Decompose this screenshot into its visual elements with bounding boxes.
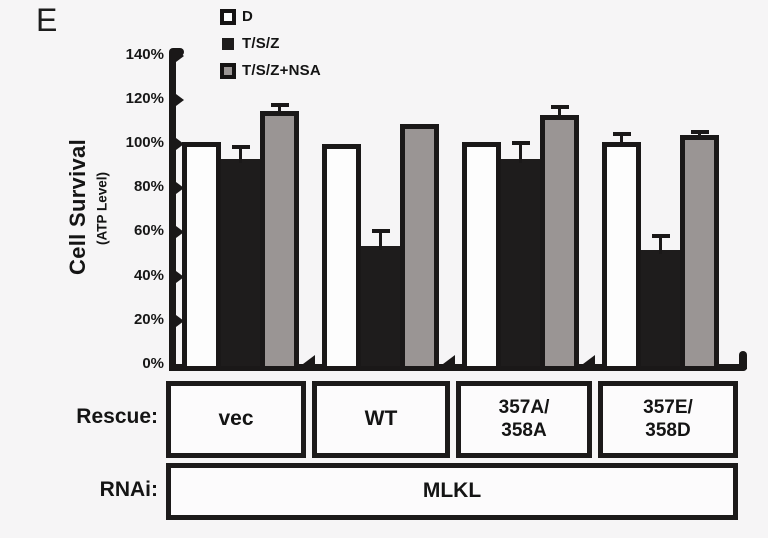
- rnai-row-label: RNAi:: [99, 478, 158, 501]
- y-tick-mark-100: [176, 138, 184, 150]
- rescue-cell-text-line1: 357A/: [498, 397, 550, 419]
- y-tick-label-120: 120%: [125, 89, 164, 107]
- error-bar-cap-d-357e-358d: [612, 131, 631, 136]
- bar-d-357e-358d: [602, 141, 641, 366]
- bar-t-s-z-nsa-wt: [400, 124, 439, 366]
- y-tick-label-40: 40%: [133, 266, 164, 284]
- legend-label: D: [242, 8, 254, 25]
- bar-t-s-z-vec: [221, 159, 260, 366]
- error-bar-stem-t-s-z-vec: [239, 146, 242, 164]
- x-axis-end-hook: [739, 351, 747, 369]
- bar-t-s-z-wt: [361, 245, 400, 366]
- error-bar-stem-t-s-z-357a-358a: [519, 141, 522, 164]
- chart-legend: D T/S/Z T/S/Z+NSA: [220, 3, 321, 84]
- bar-t-s-z-nsa-vec: [260, 110, 299, 366]
- bar-d-357a-358a: [462, 141, 501, 366]
- y-tick-label-140: 140%: [125, 45, 164, 63]
- error-bar-cap-t-s-z-nsa-357a-358a: [550, 105, 569, 110]
- error-bar-stem-t-s-z-nsa-vec: [278, 104, 281, 115]
- bar-t-s-z-nsa-357e-358d: [680, 135, 719, 366]
- x-axis-group-notch-1: [303, 355, 315, 364]
- bar-t-s-z-357e-358d: [641, 250, 680, 366]
- y-tick-label-100: 100%: [125, 134, 164, 151]
- legend-marker-open-square-icon: [220, 8, 236, 25]
- y-axis-line: [169, 50, 176, 371]
- y-tick-mark-140: [176, 49, 184, 62]
- x-axis-group-notch-3: [583, 355, 595, 364]
- rnai-cell-mlkl: MLKL: [166, 463, 738, 520]
- legend-item-tsz-nsa: T/S/Z+NSA: [220, 57, 321, 84]
- rescue-row-label: Rescue:: [76, 405, 158, 428]
- bar-d-wt: [322, 144, 361, 366]
- y-tick-mark-20: [176, 314, 184, 327]
- rescue-cell-357e-358d: 357E/ 358D: [598, 381, 738, 458]
- bar-t-s-z-nsa-357a-358a: [540, 115, 579, 366]
- panel-label: E: [36, 2, 58, 38]
- y-tick-label-20: 20%: [133, 310, 164, 328]
- rnai-cell-text: MLKL: [422, 479, 482, 503]
- error-bar-stem-t-s-z-nsa-357e-358d: [698, 130, 701, 140]
- error-bar-cap-t-s-z-357e-358d: [651, 233, 670, 238]
- error-bar-cap-t-s-z-nsa-357e-358d: [690, 129, 709, 134]
- y-tick-mark-60: [176, 226, 184, 239]
- rescue-cell-text: vec: [218, 407, 254, 431]
- y-tick-label-0: 0%: [142, 355, 164, 372]
- rescue-cell-text-line2: 358A: [501, 419, 547, 441]
- y-axis-subtitle: (ATP Level): [94, 171, 110, 246]
- y-tick-label-80: 80%: [133, 178, 164, 196]
- error-bar-stem-t-s-z-wt: [379, 230, 382, 250]
- legend-item-d: D: [220, 3, 321, 30]
- error-bar-cap-t-s-z-357a-358a: [511, 140, 530, 145]
- error-bar-cap-t-s-z-nsa-vec: [270, 103, 289, 108]
- rescue-cell-text-line2: 358D: [645, 419, 691, 441]
- rescue-cell-vec: vec: [166, 381, 306, 458]
- rescue-cell-text: WT: [364, 407, 398, 431]
- y-tick-mark-80: [176, 182, 184, 195]
- x-axis-group-notch-2: [443, 355, 455, 364]
- bar-d-vec: [182, 141, 221, 366]
- y-tick-label-60: 60%: [133, 222, 164, 240]
- x-axis-line: [169, 364, 747, 371]
- legend-label: T/S/Z+NSA: [242, 62, 321, 79]
- error-bar-stem-t-s-z-nsa-357a-358a: [558, 106, 561, 120]
- legend-marker-gray-square-icon: [220, 62, 236, 79]
- legend-label: T/S/Z: [242, 35, 280, 52]
- bar-t-s-z-357a-358a: [501, 159, 540, 366]
- y-tick-mark-40: [176, 270, 184, 283]
- legend-marker-black-square-icon: [222, 37, 234, 50]
- rescue-cell-wt: WT: [312, 381, 450, 458]
- error-bar-stem-t-s-z-357e-358d: [659, 234, 662, 255]
- rescue-cell-text-line1: 357E/: [643, 397, 693, 419]
- y-tick-mark-120: [176, 93, 184, 106]
- error-bar-stem-d-357e-358d: [620, 132, 623, 146]
- rescue-cell-357a-358a: 357A/ 358A: [456, 381, 592, 458]
- error-bar-cap-t-s-z-wt: [371, 229, 390, 234]
- error-bar-cap-t-s-z-vec: [231, 145, 250, 150]
- legend-item-tsz: T/S/Z: [220, 30, 321, 57]
